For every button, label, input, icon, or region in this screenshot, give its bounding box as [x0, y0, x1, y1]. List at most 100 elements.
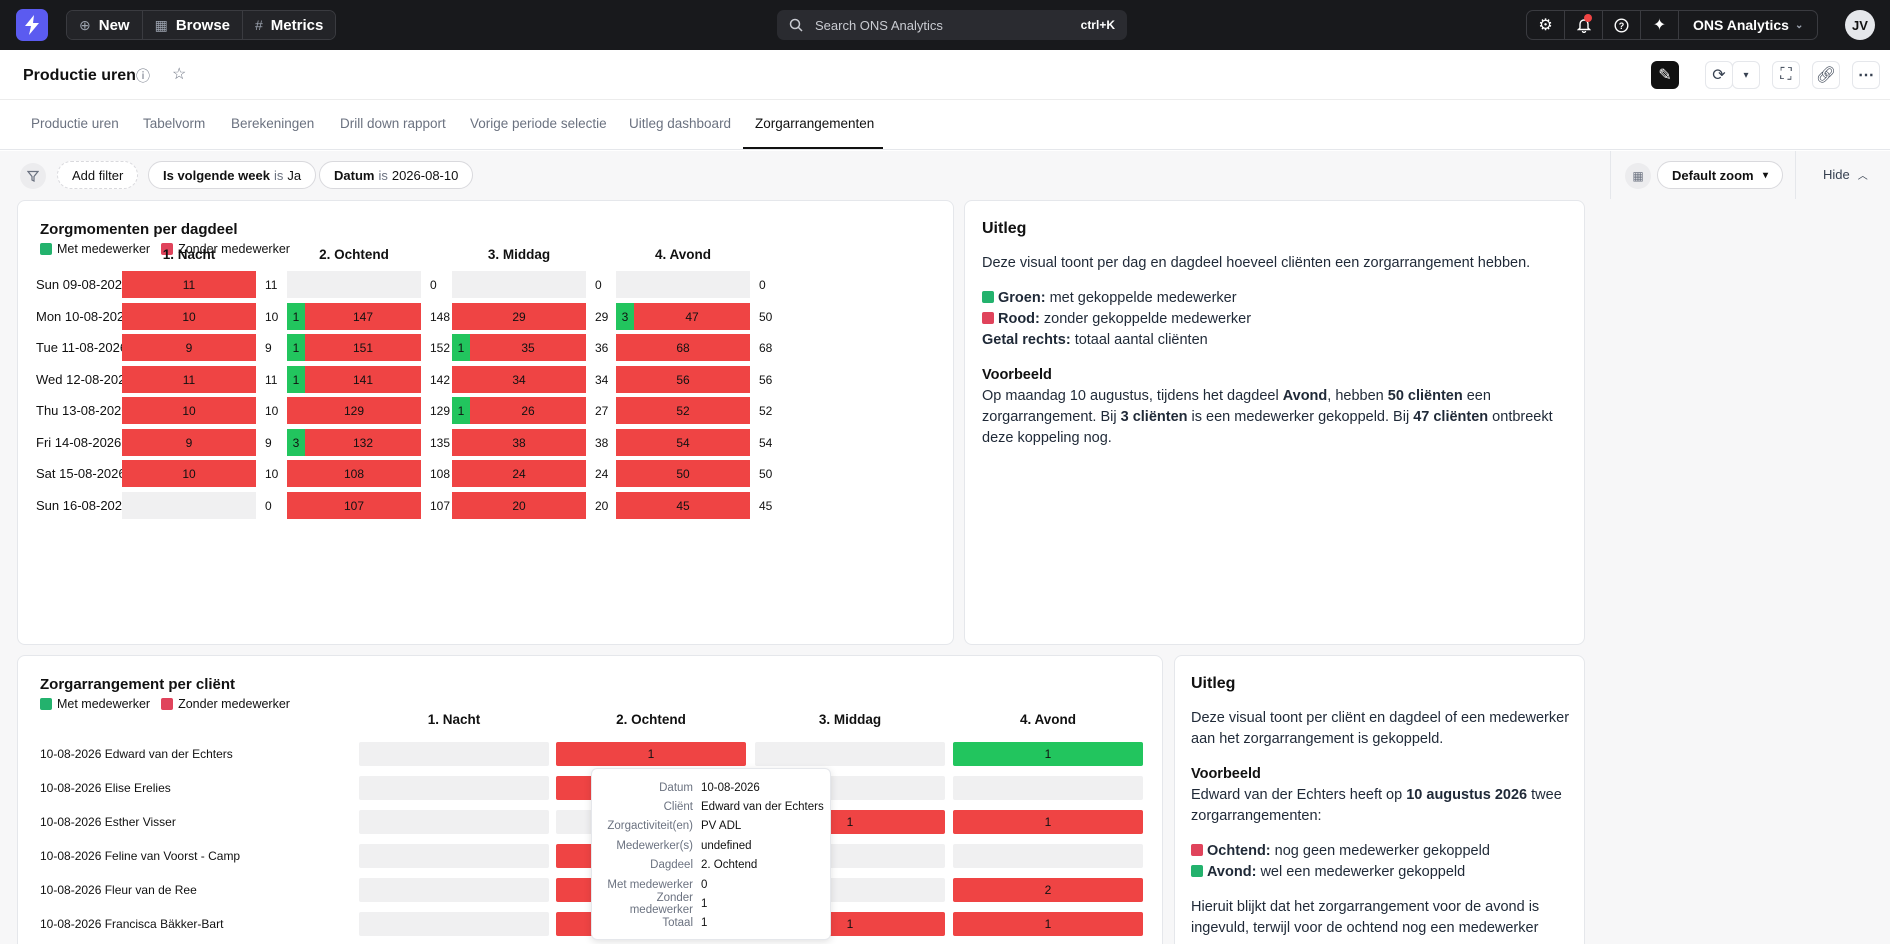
tab-drill-down-rapport[interactable]: Drill down rapport: [340, 116, 446, 131]
bar-segment-zonder[interactable]: 132: [305, 429, 421, 456]
bar-cell[interactable]: [452, 271, 586, 298]
edit-button[interactable]: ✎: [1651, 61, 1679, 89]
client-cell-empty[interactable]: [953, 844, 1143, 868]
bar-cell[interactable]: 68: [616, 334, 750, 361]
add-filter-button[interactable]: Add filter: [57, 161, 139, 189]
bar-segment-zonder[interactable]: 24: [452, 460, 586, 487]
bar-segment-zonder[interactable]: 141: [305, 366, 421, 393]
bar-cell[interactable]: 45: [616, 492, 750, 519]
bar-cell[interactable]: 29: [452, 303, 586, 330]
bar-cell[interactable]: 9: [122, 429, 256, 456]
bar-cell[interactable]: 1 151: [287, 334, 421, 361]
bar-segment-zonder[interactable]: 34: [452, 366, 586, 393]
avatar[interactable]: JV: [1845, 10, 1875, 40]
refresh-options-button[interactable]: ▾: [1732, 61, 1760, 89]
bar-segment-zonder[interactable]: 11: [122, 366, 256, 393]
bar-cell[interactable]: 52: [616, 397, 750, 424]
tab-uitleg-dashboard[interactable]: Uitleg dashboard: [629, 116, 732, 131]
bar-cell[interactable]: 1 26: [452, 397, 586, 424]
bar-segment-zonder[interactable]: 52: [616, 397, 750, 424]
bar-cell[interactable]: 24: [452, 460, 586, 487]
zoom-select[interactable]: Default zoom ▾: [1657, 161, 1783, 189]
bar-segment-met[interactable]: 1: [287, 334, 305, 361]
bar-cell[interactable]: 20: [452, 492, 586, 519]
bar-segment-zonder[interactable]: 10: [122, 303, 256, 330]
bar-segment-zonder[interactable]: 20: [452, 492, 586, 519]
org-switcher[interactable]: ONS Analytics ⌄: [1693, 17, 1804, 33]
bar-segment-met[interactable]: 1: [287, 366, 305, 393]
filter-pill-volgende-week[interactable]: Is volgende week is Ja: [148, 161, 317, 189]
bar-segment-zonder[interactable]: 9: [122, 334, 256, 361]
bar-segment-zonder[interactable]: 38: [452, 429, 586, 456]
client-cell-red[interactable]: 1: [953, 912, 1143, 936]
client-cell-empty[interactable]: [359, 878, 549, 902]
info-icon[interactable]: ⓘ: [136, 68, 150, 84]
app-logo[interactable]: [16, 9, 48, 41]
bar-segment-zonder[interactable]: 147: [305, 303, 421, 330]
metrics-button[interactable]: # Metrics: [243, 11, 336, 39]
bar-segment-zonder[interactable]: 35: [470, 334, 586, 361]
bar-cell[interactable]: [287, 271, 421, 298]
bar-segment-zonder[interactable]: 26: [470, 397, 586, 424]
client-cell-empty[interactable]: [755, 742, 945, 766]
bar-segment-zonder[interactable]: 54: [616, 429, 750, 456]
bar-cell[interactable]: 10: [122, 460, 256, 487]
client-cell-empty[interactable]: [359, 912, 549, 936]
bar-segment-zonder[interactable]: 29: [452, 303, 586, 330]
more-button[interactable]: ⋯: [1852, 61, 1880, 89]
tab-productie-uren[interactable]: Productie uren: [31, 116, 119, 131]
bar-cell[interactable]: 1 147: [287, 303, 421, 330]
bar-segment-zonder[interactable]: 107: [287, 492, 421, 519]
date-range-button[interactable]: ▦: [1625, 163, 1651, 189]
bar-cell[interactable]: 50: [616, 460, 750, 487]
new-button[interactable]: ⊕ New: [67, 11, 143, 39]
bar-cell[interactable]: 108: [287, 460, 421, 487]
bar-segment-zonder[interactable]: 56: [616, 366, 750, 393]
bar-cell[interactable]: 54: [616, 429, 750, 456]
bar-segment-zonder[interactable]: 50: [616, 460, 750, 487]
bar-segment-zonder[interactable]: 45: [616, 492, 750, 519]
star-icon[interactable]: ☆: [172, 66, 187, 83]
bar-cell[interactable]: 1 141: [287, 366, 421, 393]
bar-cell[interactable]: 1 35: [452, 334, 586, 361]
bar-segment-met[interactable]: 3: [287, 429, 305, 456]
bar-cell[interactable]: 11: [122, 271, 256, 298]
help-button[interactable]: ?: [1603, 11, 1641, 39]
browse-button[interactable]: ▦ Browse: [142, 11, 243, 39]
bar-segment-zonder[interactable]: 151: [305, 334, 421, 361]
client-cell-empty[interactable]: [953, 776, 1143, 800]
bar-cell[interactable]: 11: [122, 366, 256, 393]
bar-cell[interactable]: [616, 271, 750, 298]
search-input[interactable]: Search ONS Analytics ctrl+K: [777, 10, 1127, 40]
tab-berekeningen[interactable]: Berekeningen: [231, 116, 315, 131]
bar-cell[interactable]: 34: [452, 366, 586, 393]
tab-zorgarrangementen[interactable]: Zorgarrangementen: [755, 116, 875, 131]
bar-segment-zonder[interactable]: 108: [287, 460, 421, 487]
client-cell-empty[interactable]: [359, 776, 549, 800]
client-cell-red[interactable]: 1: [953, 810, 1143, 834]
bar-segment-met[interactable]: 1: [452, 334, 470, 361]
settings-button[interactable]: ⚙: [1527, 11, 1565, 39]
bar-segment-met[interactable]: 1: [452, 397, 470, 424]
filter-pill-datum[interactable]: Datum is 2026-08-10: [319, 161, 474, 189]
client-cell-red[interactable]: 2: [953, 878, 1143, 902]
tab-tabelvorm[interactable]: Tabelvorm: [143, 116, 206, 131]
fullscreen-button[interactable]: ⛶: [1772, 61, 1800, 89]
bar-segment-zonder[interactable]: 129: [287, 397, 421, 424]
client-cell-empty[interactable]: [359, 742, 549, 766]
bar-cell[interactable]: 3 132: [287, 429, 421, 456]
client-cell-red[interactable]: 1: [556, 742, 746, 766]
bar-cell[interactable]: 56: [616, 366, 750, 393]
bar-segment-zonder[interactable]: 68: [616, 334, 750, 361]
client-cell-empty[interactable]: [359, 844, 549, 868]
bar-cell[interactable]: 3 47: [616, 303, 750, 330]
bar-segment-zonder[interactable]: 11: [122, 271, 256, 298]
notifications-button[interactable]: [1565, 11, 1603, 39]
share-link-button[interactable]: 🔗︎: [1812, 61, 1840, 89]
refresh-button[interactable]: ⟳: [1705, 61, 1733, 89]
bar-cell[interactable]: 9: [122, 334, 256, 361]
bar-cell[interactable]: 10: [122, 397, 256, 424]
bar-segment-met[interactable]: 3: [616, 303, 634, 330]
client-cell-green[interactable]: 1: [953, 742, 1143, 766]
bar-segment-zonder[interactable]: 10: [122, 397, 256, 424]
